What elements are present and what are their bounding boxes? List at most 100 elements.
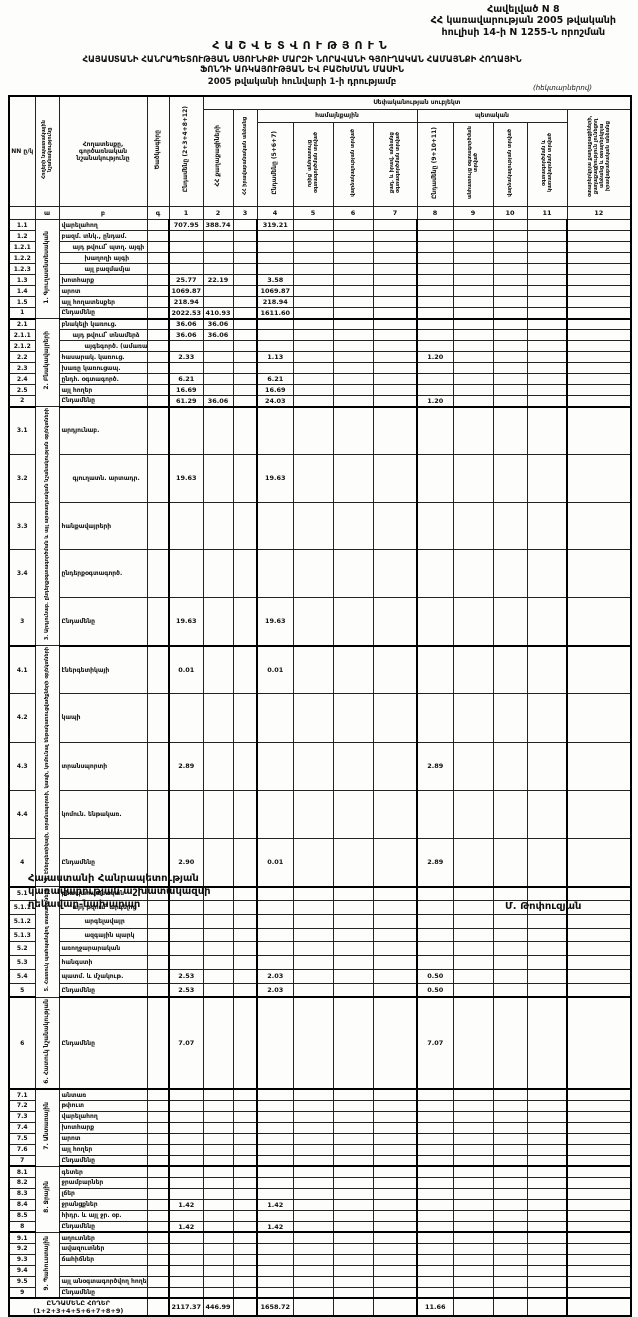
value-cell [332,373,374,385]
row-number: 1 [8,307,36,320]
value-cell [565,693,632,743]
value-cell [292,838,334,888]
value-cell [565,329,632,341]
row-number: 2.4 [8,373,36,385]
value-cell [416,1099,454,1112]
value-cell [565,955,632,971]
land-type-label: Ընդամենը [58,1154,148,1168]
code-cell [146,1110,170,1123]
value-cell [526,406,568,455]
code-cell [146,395,170,408]
header-land-type: Հողատեսքը, գործառնական նշանակությունը [58,95,148,207]
row-number: 5.4 [8,969,36,984]
value-cell [492,1209,528,1222]
rotated-header-text: 4. Էներգետիկայի, տրանսպորտի, կապի, կոմու… [44,647,50,882]
value-cell [452,1253,494,1266]
value-cell [232,645,258,695]
value-cell [256,318,294,330]
value-cell [372,969,418,984]
value-cell [256,1176,294,1189]
section-label: 6. Հատուկ նշանակության [34,996,60,1091]
section-label: 9. Պահուստային [34,1231,60,1299]
value-cell [492,252,528,264]
value-cell [492,789,528,840]
value-cell [416,384,454,396]
value-cell [492,285,528,297]
value-cell [372,549,418,599]
value-cell [416,955,454,971]
value-cell [565,351,632,363]
value-cell [202,252,234,264]
table-row: 1 Ընդամենը 2022.53 410.93 1611.60 [8,307,632,320]
value-cell [202,549,234,599]
column-index [8,206,36,220]
value-cell [492,1088,528,1101]
value-cell [372,886,418,902]
value-cell [292,1220,334,1234]
value-cell [416,913,454,929]
grand-total-value: 1658.72 [256,1297,294,1317]
value-cell [202,1242,234,1255]
value-cell: 3.58 [256,274,294,286]
value-cell [232,927,258,943]
value-cell [452,252,494,264]
value-cell [232,1187,258,1200]
value-cell [372,351,418,363]
value-cell [526,307,568,320]
code-cell [146,982,170,999]
code-cell [146,941,170,957]
value-cell [232,913,258,929]
value-cell [565,549,632,599]
value-cell: 2.90 [168,838,204,888]
value-cell [492,318,528,330]
code-cell [146,274,170,286]
value-cell [332,927,374,943]
value-cell [168,1286,204,1300]
header-ownership-subject-text: Սեփականության սուբյեկտ [373,99,461,107]
value-cell [416,263,454,275]
value-cell [492,1121,528,1134]
value-cell [202,340,234,352]
row-number: 3.1 [8,406,36,455]
value-cell [232,395,258,408]
value-cell [416,1176,454,1189]
value-cell [452,1143,494,1156]
value-cell [292,307,334,320]
rotated-header-text: ՀՀ իրավաբանական անձանց [242,117,248,195]
value-cell [202,996,234,1091]
value-cell [416,1132,454,1145]
value-cell [332,219,374,231]
land-type-label: պատմ. և մշակութ. [58,969,148,984]
grand-total-row: ԸՆԴԱՄԵՆԸ ՀՈՂԵՐ (1+2+3+4+5+6+7+8+9) 2117.3… [8,1297,632,1317]
row-number: 1.2.3 [8,263,36,275]
row-number: 1.3 [8,274,36,286]
value-cell [526,913,568,929]
value-cell [526,296,568,308]
value-cell [526,741,568,791]
value-cell [292,996,334,1091]
value-cell [416,318,454,330]
value-cell [202,913,234,929]
section-label: 1. Գյուղատնտեսական [34,219,60,319]
value-cell [292,351,334,363]
land-type-label: վարելահող [58,219,148,231]
value-cell: 19.63 [256,453,294,503]
row-number: 2.1.1 [8,329,36,341]
value-cell [526,1121,568,1134]
land-type-label: Ընդամենը [58,982,148,999]
value-cell [526,1198,568,1211]
value-cell [565,1154,632,1168]
value-cell: 707.95 [168,219,204,231]
value-cell [526,693,568,743]
header-col4: Ընդամենը (5+6+7) [256,122,294,207]
grand-total-value: 446.99 [202,1297,234,1317]
table-row: 2.1 2. Բնակավայրերի բնակելի կառուց. 36.06 36… [8,318,632,407]
appendix-reference: Հավելված N 8 ՀՀ կառավարության 2005 թվակա… [431,4,616,38]
value-cell [372,1187,418,1200]
value-cell [372,955,418,971]
value-cell [492,597,528,647]
value-cell [492,1132,528,1145]
value-cell [372,384,418,396]
value-cell [452,955,494,971]
value-cell [332,1253,374,1266]
